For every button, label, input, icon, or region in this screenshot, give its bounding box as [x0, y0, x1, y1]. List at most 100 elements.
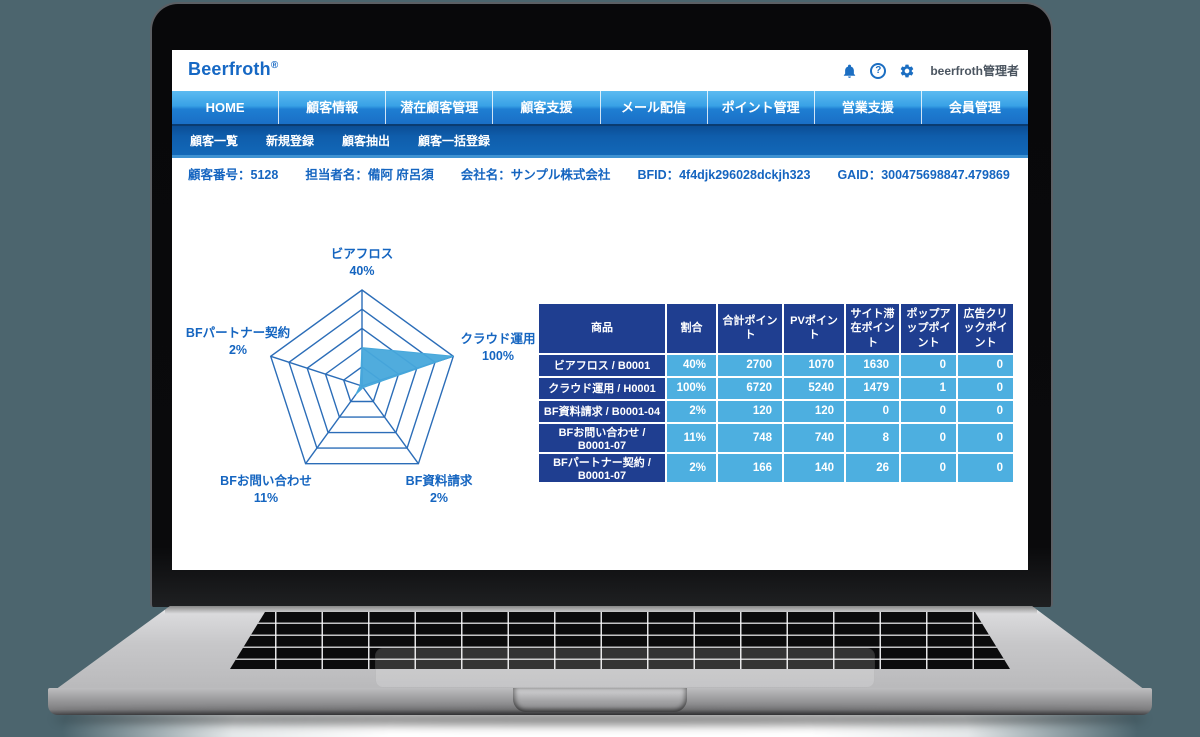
radar-axis-name: ビアフロス — [330, 247, 394, 261]
nav-item-3[interactable]: 潜在顧客管理 — [385, 91, 492, 124]
radar-axis-name: BFパートナー契約 — [185, 326, 291, 340]
screen: Beerfroth® beerfroth管理者 HOME 顧客情報潜在顧客管理顧客… — [172, 50, 1028, 570]
radar-axis-label-1: ビアフロス 40% — [331, 246, 394, 280]
bell-icon[interactable] — [842, 63, 857, 79]
column-header-4: PVポイント — [784, 304, 844, 353]
nav-item-8[interactable]: 会員管理 — [920, 91, 1028, 124]
nav-item-5[interactable]: メール配信 — [599, 91, 707, 124]
radar-axis-value: 11% — [253, 491, 279, 505]
radar-axis-label-2: クラウド運用 100% — [460, 331, 535, 365]
value-cell: 0 — [901, 423, 956, 452]
laptop-thumb-notch — [513, 688, 687, 712]
column-header-2: 割合 — [667, 304, 716, 353]
value-cell: 2% — [667, 400, 716, 422]
product-cell: クラウド運用 / H0001 — [539, 377, 665, 399]
value-cell: 166 — [718, 453, 782, 482]
product-cell: BFお問い合わせ / B0001-07 — [539, 423, 665, 452]
subnav-item-4[interactable]: 顧客一括登録 — [418, 134, 491, 148]
nav-item-4[interactable]: 顧客支援 — [492, 91, 599, 124]
laptop-keyboard — [230, 612, 1010, 669]
subnav-item-2[interactable]: 新規登録 — [266, 134, 315, 148]
column-header-3: 合計ポイント — [718, 304, 782, 353]
value-cell: 2700 — [718, 354, 782, 376]
radar-axis-value: 2% — [228, 343, 248, 357]
radar-axis-value: 100% — [482, 349, 514, 363]
nav-item-6[interactable]: ポイント管理 — [706, 91, 814, 124]
table-row: BF資料請求 / B0001-04 2% 120 120 0 0 0 — [539, 400, 1013, 422]
radar-axis-name: クラウド運用 — [460, 332, 536, 346]
value-cell: 0 — [901, 453, 956, 482]
value-cell: 120 — [784, 400, 844, 422]
nav-item-2[interactable]: 顧客情報 — [278, 91, 385, 124]
radar-axis-value: 2% — [429, 491, 449, 505]
value-cell: 1630 — [846, 354, 899, 376]
value-cell: 0 — [901, 354, 956, 376]
user-name[interactable]: beerfroth管理者 — [930, 64, 1019, 78]
value-cell: 1 — [901, 377, 956, 399]
value-cell: 11% — [667, 423, 716, 452]
sub-nav: 顧客一覧 新規登録 顧客抽出 顧客一括登録 — [172, 124, 1028, 158]
value-cell: 140 — [784, 453, 844, 482]
subnav-item-3[interactable]: 顧客抽出 — [342, 134, 391, 148]
value-cell: 120 — [718, 400, 782, 422]
value-cell: 0 — [958, 354, 1013, 376]
radar-axis-name: BFお問い合わせ — [220, 474, 312, 488]
value-cell: 0 — [958, 377, 1013, 399]
value-cell: 2% — [667, 453, 716, 482]
value-cell: 6720 — [718, 377, 782, 399]
hinge-shadow — [165, 606, 1037, 614]
help-icon[interactable] — [870, 62, 887, 79]
table-row: ビアフロス / B0001 40% 2700 1070 1630 0 0 — [539, 354, 1013, 376]
radar-chart: ビアフロス 40% クラウド運用 100% BF資料請求 2% BFお問い合わせ 11% BFパ… — [186, 244, 538, 534]
laptop-base — [40, 606, 1160, 737]
value-cell: 0 — [901, 400, 956, 422]
value-cell: 26 — [846, 453, 899, 482]
column-header-6: ポップアップポイント — [901, 304, 956, 353]
value-cell: 5240 — [784, 377, 844, 399]
nav-item-7[interactable]: 営業支援 — [813, 91, 921, 124]
product-cell: BFパートナー契約 / B0001-07 — [539, 453, 665, 482]
value-cell: 740 — [784, 423, 844, 452]
points-table: 商品 割合 合計ポイント PVポイント サイト滞在ポイント ポップアップポイント 広告クリッ… — [537, 302, 1015, 484]
value-cell: 0 — [958, 400, 1013, 422]
gear-icon[interactable] — [899, 63, 915, 79]
column-header-7: 広告クリックポイント — [958, 304, 1013, 353]
radar-axis-label-4: BFお問い合わせ 11% — [220, 473, 312, 507]
radar-svg — [269, 289, 455, 465]
column-header-1: 商品 — [539, 304, 665, 353]
customer-info-item: GAID：300475698847.479869 — [837, 168, 1010, 182]
subnav-item-1[interactable]: 顧客一覧 — [190, 134, 239, 148]
product-cell: ビアフロス / B0001 — [539, 354, 665, 376]
radar-axis-value: 40% — [349, 264, 375, 278]
laptop-shadow — [54, 713, 1146, 725]
customer-info-item: 担当者名：備阿 府呂須 — [305, 168, 434, 182]
value-cell: 1479 — [846, 377, 899, 399]
laptop-lid: Beerfroth® beerfroth管理者 HOME 顧客情報潜在顧客管理顧客… — [150, 2, 1053, 607]
nav-item-1[interactable]: HOME — [205, 100, 245, 115]
value-cell: 748 — [718, 423, 782, 452]
value-cell: 1070 — [784, 354, 844, 376]
app-header: Beerfroth® beerfroth管理者 — [172, 50, 1028, 91]
product-cell: BF資料請求 / B0001-04 — [539, 400, 665, 422]
value-cell: 0 — [846, 400, 899, 422]
radar-axis-label-3: BF資料請求 2% — [406, 473, 473, 507]
radar-axis-name: BF資料請求 — [405, 474, 473, 488]
radar-axis-label-5: BFパートナー契約 2% — [186, 325, 290, 359]
table-row: クラウド運用 / H0001 100% 6720 5240 1479 1 0 — [539, 377, 1013, 399]
customer-info-bar: 顧客番号：5128 担当者名：備阿 府呂須 会社名：サンプル株式会社 BFID：4f4… — [188, 164, 1010, 183]
value-cell: 40% — [667, 354, 716, 376]
value-cell: 0 — [958, 453, 1013, 482]
table-header-row: 商品 割合 合計ポイント PVポイント サイト滞在ポイント ポップアップポイント 広告クリッ… — [539, 304, 1013, 353]
table-row: BFパートナー契約 / B0001-07 2% 166 140 26 0 0 — [539, 453, 1013, 482]
app-logo: Beerfroth® — [188, 59, 278, 80]
customer-info-item: BFID：4f4djk296028dckjh323 — [637, 168, 811, 182]
value-cell: 100% — [667, 377, 716, 399]
value-cell: 8 — [846, 423, 899, 452]
customer-info-item: 会社名：サンプル株式会社 — [460, 168, 611, 182]
laptop-trackpad — [375, 648, 875, 688]
column-header-5: サイト滞在ポイント — [846, 304, 899, 353]
app-logo-text: Beerfroth — [188, 59, 271, 79]
main-nav: HOME 顧客情報 潜在顧客管理 顧客支援 メール配信 ポイント管理 営業支援 会員管理 — [172, 91, 1028, 124]
value-cell: 0 — [958, 423, 1013, 452]
